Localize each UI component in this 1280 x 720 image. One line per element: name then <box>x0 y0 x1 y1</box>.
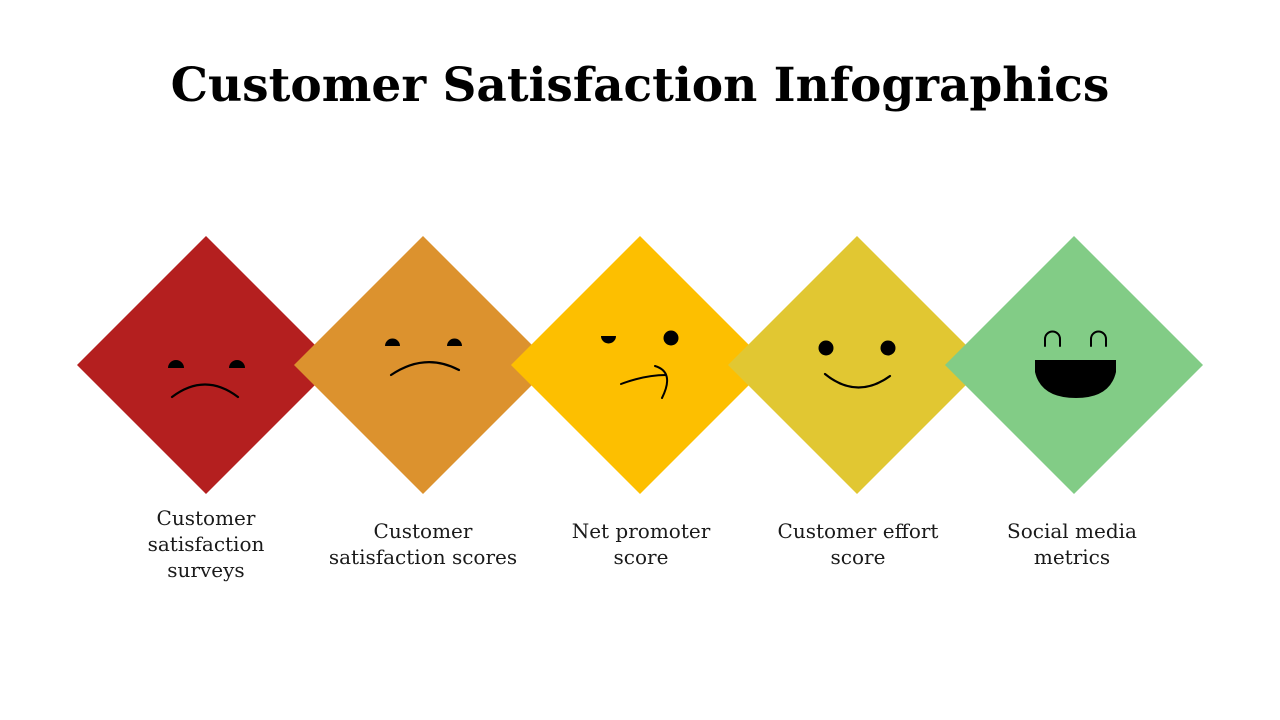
label-customer-satisfaction-surveys: Customer satisfaction surveys <box>147 506 265 582</box>
skeptical-face-icon <box>601 330 679 399</box>
diamond-1 <box>77 236 335 494</box>
sad-face-icon <box>168 360 245 399</box>
laughing-face-icon <box>1035 330 1116 398</box>
label-customer-effort-score: Customer effort score <box>777 519 939 569</box>
diamond-4 <box>728 236 986 494</box>
diamond-2 <box>294 236 552 494</box>
label-net-promoter-score: Net promoter score <box>571 519 711 569</box>
smile-face-icon <box>818 340 896 389</box>
frown-face-icon <box>385 338 462 377</box>
diamond-3 <box>511 236 769 494</box>
label-customer-satisfaction-scores: Customer satisfaction scores <box>328 519 518 569</box>
page-title: Customer Satisfaction Infographics <box>170 58 1110 113</box>
label-social-media-metrics: Social media metrics <box>1007 519 1137 569</box>
